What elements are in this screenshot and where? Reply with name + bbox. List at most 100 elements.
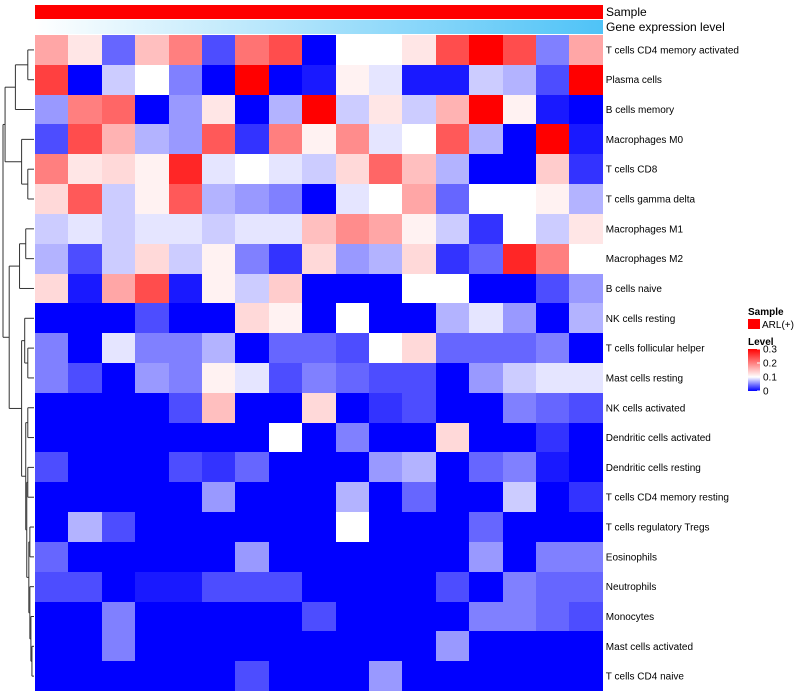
heatmap-cell <box>436 512 469 542</box>
heatmap-cell <box>436 214 469 244</box>
heatmap-cell <box>369 572 402 602</box>
heatmap-cell <box>569 124 603 154</box>
heatmap-cell <box>436 333 469 363</box>
heatmap-cell <box>102 631 135 661</box>
heatmap-cell <box>402 661 436 691</box>
heatmap-cell <box>302 631 336 661</box>
heatmap-cell <box>135 154 169 184</box>
row-label: B cells memory <box>606 105 674 116</box>
heatmap-cell <box>169 95 202 124</box>
heatmap-cell <box>336 214 369 244</box>
heatmap-cell <box>269 661 302 691</box>
heatmap-cell <box>169 363 202 393</box>
heatmap-cell <box>68 631 102 661</box>
heatmap-cell <box>302 363 336 393</box>
row-label: B cells naive <box>606 284 663 295</box>
heatmap-cell <box>569 423 603 452</box>
heatmap-cell <box>302 393 336 423</box>
heatmap-cell <box>135 303 169 333</box>
heatmap-cell <box>336 154 369 184</box>
level-legend-tick-label: 0.3 <box>763 345 777 356</box>
heatmap-cell <box>436 154 469 184</box>
heatmap-cell <box>569 482 603 512</box>
heatmap-cell <box>135 244 169 274</box>
heatmap-cell <box>402 184 436 214</box>
heatmap-cell <box>202 482 235 512</box>
heatmap-cell <box>169 393 202 423</box>
heatmap-cell <box>302 512 336 542</box>
heatmap-cell <box>569 214 603 244</box>
heatmap-cell <box>503 482 536 512</box>
heatmap-cell <box>35 542 68 572</box>
heatmap-cell <box>135 35 169 65</box>
heatmap-cell <box>402 35 436 65</box>
row-label: NK cells activated <box>606 403 685 414</box>
heatmap-cell <box>202 184 235 214</box>
heatmap-cell <box>402 393 436 423</box>
row-label: Monocytes <box>606 612 654 623</box>
heatmap-cell <box>402 631 436 661</box>
heatmap-cell <box>336 423 369 452</box>
heatmap-cell <box>202 154 235 184</box>
heatmap-cell <box>302 184 336 214</box>
heatmap-cell <box>503 452 536 482</box>
heatmap-cell <box>102 542 135 572</box>
heatmap-cell <box>35 363 68 393</box>
heatmap-cell <box>369 452 402 482</box>
heatmap-cell <box>503 154 536 184</box>
heatmap-cell <box>536 363 569 393</box>
heatmap-cell <box>402 274 436 303</box>
heatmap-cell <box>202 95 235 124</box>
row-label: T cells CD8 <box>606 165 658 176</box>
heatmap-cell <box>35 154 68 184</box>
heatmap-cell <box>135 452 169 482</box>
heatmap-cell <box>436 65 469 95</box>
row-label: Mast cells activated <box>606 642 693 653</box>
heatmap-cell <box>235 602 269 631</box>
heatmap-cell <box>436 542 469 572</box>
heatmap-cell <box>536 423 569 452</box>
heatmap-cell <box>169 65 202 95</box>
heatmap-cell <box>102 154 135 184</box>
row-label: Mast cells resting <box>606 373 683 384</box>
heatmap-cell <box>269 333 302 363</box>
heatmap-cell <box>68 512 102 542</box>
heatmap-cell <box>369 363 402 393</box>
heatmap-cell <box>269 363 302 393</box>
heatmap-cell <box>336 452 369 482</box>
heatmap-cell <box>469 333 503 363</box>
heatmap-cell <box>102 274 135 303</box>
heatmap-cell <box>436 363 469 393</box>
heatmap-cell <box>202 393 235 423</box>
heatmap-cells <box>35 35 603 691</box>
heatmap-cell <box>68 363 102 393</box>
heatmap-cell <box>469 512 503 542</box>
heatmap-cell <box>235 482 269 512</box>
row-label: T cells gamma delta <box>606 195 696 206</box>
heatmap-cell <box>202 661 235 691</box>
heatmap-cell <box>269 154 302 184</box>
level-legend-title: Level <box>748 337 774 348</box>
heatmap-cell <box>269 631 302 661</box>
heatmap-cell <box>469 154 503 184</box>
heatmap-cell <box>336 542 369 572</box>
heatmap-cell <box>35 482 68 512</box>
row-label: T cells CD4 memory activated <box>606 45 739 56</box>
heatmap-cell <box>202 602 235 631</box>
heatmap-cell <box>135 95 169 124</box>
heatmap-cell <box>235 333 269 363</box>
heatmap-cell <box>402 95 436 124</box>
heatmap-cell <box>169 244 202 274</box>
row-label: T cells regulatory Tregs <box>606 523 710 534</box>
heatmap-cell <box>68 423 102 452</box>
heatmap-cell <box>369 333 402 363</box>
heatmap-cell <box>302 95 336 124</box>
heatmap-cell <box>469 184 503 214</box>
heatmap-cell <box>269 274 302 303</box>
heatmap-cell <box>269 303 302 333</box>
heatmap-cell <box>202 512 235 542</box>
heatmap-cell <box>369 214 402 244</box>
heatmap-cell <box>536 661 569 691</box>
heatmap-cell <box>235 65 269 95</box>
